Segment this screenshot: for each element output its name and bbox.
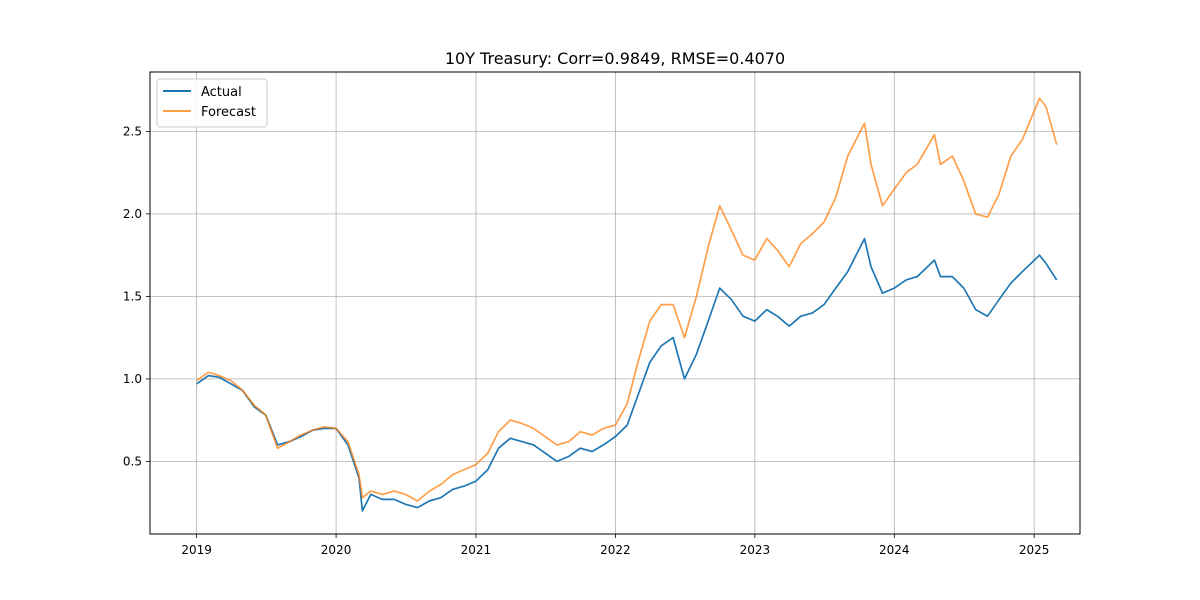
y-tick-label: 1.0 — [123, 372, 142, 386]
y-axis: 0.5 1.0 1.5 2.0 2.5 — [123, 124, 150, 468]
x-tick-label: 2021 — [461, 543, 492, 557]
series-line-actual — [196, 237, 1058, 512]
x-tick-label: 2022 — [600, 543, 631, 557]
plot-series — [196, 97, 1058, 512]
x-tick-label: 2023 — [740, 543, 771, 557]
legend-actual-label: Actual — [201, 85, 242, 100]
x-tick-label: 2025 — [1019, 543, 1050, 557]
y-tick-label: 0.5 — [123, 454, 142, 468]
x-axis: 2019 2020 2021 2022 2023 2024 2025 — [181, 534, 1049, 557]
x-tick-label: 2020 — [321, 543, 352, 557]
plot-area-frame — [149, 71, 1081, 535]
x-tick-label: 2024 — [879, 543, 910, 557]
y-tick-label: 1.5 — [123, 289, 142, 303]
grid — [150, 72, 1080, 534]
y-tick-label: 2.0 — [123, 207, 142, 221]
series-line-forecast — [196, 97, 1058, 502]
legend-forecast-label: Forecast — [201, 105, 256, 120]
chart-title: 10Y Treasury: Corr=0.9849, RMSE=0.4070 — [445, 49, 785, 68]
y-tick-label: 2.5 — [123, 124, 142, 138]
legend: Actual Forecast — [156, 78, 268, 128]
x-tick-label: 2019 — [181, 543, 212, 557]
